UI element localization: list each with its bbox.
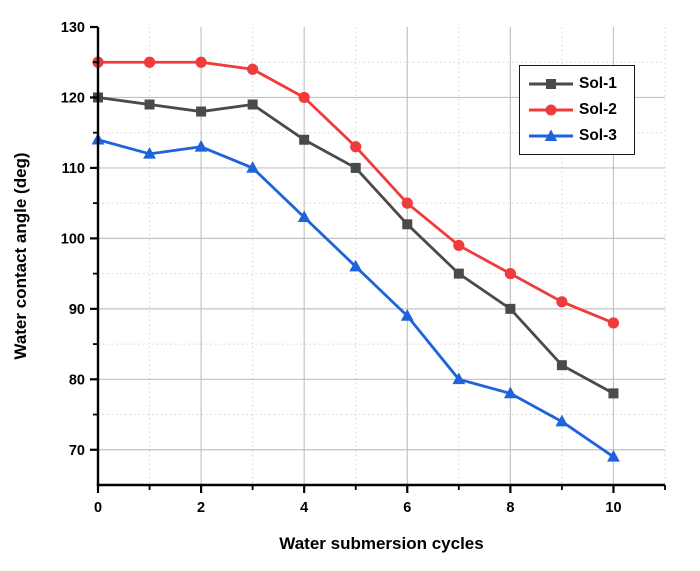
legend-label: Sol-2 [579, 101, 617, 118]
y-tick-label: 120 [61, 90, 85, 106]
series-Sol-2-marker-circle [453, 239, 465, 252]
series-Sol-2-marker-circle [607, 317, 620, 329]
series-Sol-1-marker-square [402, 219, 413, 230]
series-Sol-1-marker-square [247, 99, 258, 110]
y-tick-label: 100 [61, 231, 85, 247]
series-Sol-1-marker-square [144, 99, 155, 110]
y-tick-label: 80 [69, 372, 85, 388]
series-Sol-2-marker-circle [504, 268, 516, 280]
series-Sol-1-marker-square [350, 162, 361, 173]
legend-label: Sol-3 [579, 127, 617, 144]
series-Sol-2-marker-circle [247, 63, 259, 75]
series-Sol-1-marker-square [453, 268, 464, 279]
x-tick-label: 2 [197, 500, 205, 516]
series-Sol-3-marker-triangle [246, 161, 260, 173]
x-tick-label: 8 [506, 500, 514, 516]
series-Sol-3-marker-triangle [555, 414, 569, 427]
legend: Sol-1 Sol-2 Sol-3 [519, 65, 635, 155]
y-tick-label: 110 [62, 161, 85, 177]
y-axis-title: Water contact angle (deg) [11, 152, 30, 360]
legend-label: Sol-1 [579, 75, 617, 92]
series-Sol-2-marker-circle [298, 91, 310, 104]
x-tick-label: 0 [94, 500, 102, 516]
x-axis-title: Water submersion cycles [279, 534, 484, 553]
y-tick-label: 130 [61, 20, 85, 36]
x-tick-label: 10 [605, 500, 621, 516]
series-Sol-3-marker-triangle [297, 210, 311, 223]
series-Sol-3-marker-triangle [194, 139, 208, 152]
series-Sol-3-marker-triangle [400, 309, 414, 321]
legend-sample-square-icon [529, 79, 573, 89]
series-Sol-2-marker-circle [195, 56, 207, 68]
series-Sol-3-marker-triangle [143, 147, 156, 159]
series-Sol-3-marker-triangle [452, 372, 466, 385]
y-tick-label: 90 [69, 302, 85, 318]
legend-entry-Sol-3: Sol-3 [520, 123, 634, 149]
legend-sample-circle-icon [529, 104, 573, 116]
series-Sol-2-marker-circle [143, 56, 156, 68]
series-Sol-1-marker-square [196, 106, 207, 117]
legend-entry-Sol-1: Sol-1 [520, 71, 634, 97]
series-Sol-2-marker-circle [350, 141, 362, 153]
series-Sol-1-marker-square [505, 303, 516, 314]
series-Sol-3-marker-triangle [607, 450, 620, 462]
series-Sol-1-marker-square [299, 134, 310, 145]
series-Sol-2-marker-circle [556, 296, 568, 308]
x-tick-label: 4 [300, 500, 308, 516]
series-Sol-1-marker-square [608, 388, 619, 399]
legend-entry-Sol-2: Sol-2 [520, 97, 634, 123]
y-tick-label: 70 [69, 443, 85, 459]
series-Sol-2-marker-circle [401, 197, 413, 209]
series-Sol-1-marker-square [556, 360, 567, 371]
legend-sample-triangle-icon [529, 129, 573, 141]
series-Sol-3-marker-triangle [349, 259, 363, 272]
series-Sol-3-marker-triangle [503, 386, 517, 399]
x-tick-label: 6 [403, 500, 411, 516]
